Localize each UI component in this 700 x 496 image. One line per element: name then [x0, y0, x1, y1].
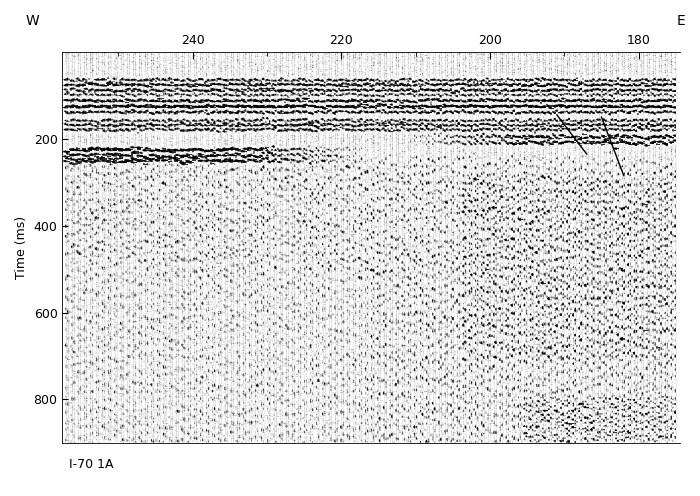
Text: I-70 1A: I-70 1A [69, 458, 113, 471]
Y-axis label: Time (ms): Time (ms) [15, 216, 28, 279]
Text: W: W [25, 14, 39, 28]
Text: E: E [677, 14, 686, 28]
